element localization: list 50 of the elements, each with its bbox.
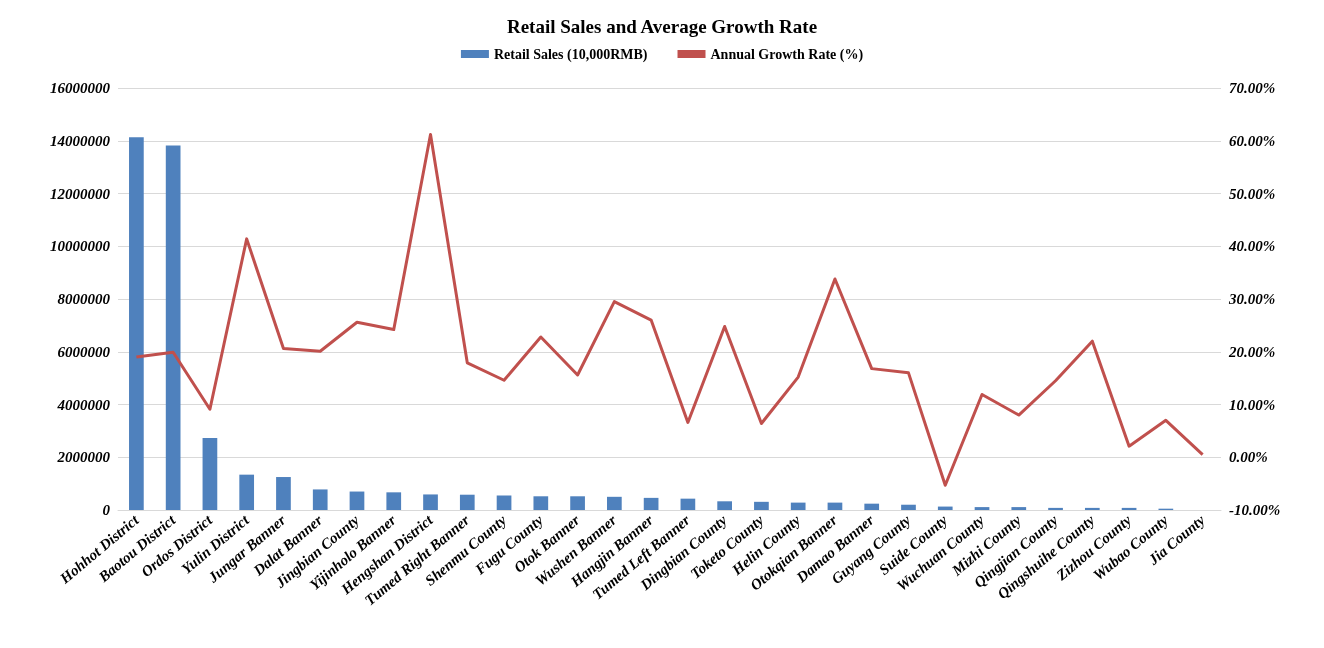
y-tick-label: 0 (102, 502, 111, 518)
y-tick-label: 4000000 (56, 396, 111, 413)
bar (827, 502, 843, 510)
bar (202, 438, 218, 510)
bar (790, 502, 806, 510)
bar (276, 477, 291, 510)
legend-label: Retail Sales (10,000RMB) (493, 46, 648, 63)
bar (459, 494, 475, 510)
y2-tick-label: 20.00% (1228, 343, 1276, 360)
bar (680, 498, 696, 510)
y2-tick-label: 50.00% (1229, 185, 1276, 202)
y2-tick-label: -10.00% (1229, 502, 1281, 518)
y2-tick-label: 30.00% (1228, 291, 1276, 307)
bar (423, 494, 438, 510)
bar (496, 495, 512, 510)
bar (643, 497, 659, 510)
bar (754, 501, 769, 510)
y2-tick-label: 70.00% (1229, 80, 1276, 96)
bar (570, 496, 585, 510)
bar (1011, 507, 1027, 510)
bar (864, 503, 880, 510)
y-tick-label: 8000000 (57, 291, 111, 307)
y-tick-label: 2000000 (56, 449, 111, 466)
y2-tick-label: 0.00% (1229, 449, 1268, 466)
bar (607, 496, 622, 510)
line-series (134, 132, 1205, 487)
bar (533, 496, 549, 510)
bar (1084, 507, 1100, 510)
chart-title: Retail Sales and Average Growth Rate (506, 16, 818, 37)
bar (901, 504, 916, 510)
y-tick-label: 14000000 (50, 132, 111, 149)
y-tick-label: 6000000 (57, 343, 111, 360)
y2-tick-label: 40.00% (1228, 238, 1276, 255)
bar (386, 492, 402, 510)
y2-tick-label: 60.00% (1229, 132, 1276, 149)
bar (1048, 507, 1063, 510)
bar (974, 507, 990, 510)
bar (239, 474, 255, 510)
bar (312, 489, 328, 510)
bar (937, 506, 953, 510)
bar (717, 501, 732, 510)
bar (349, 491, 365, 510)
y-tick-label: 10000000 (50, 238, 111, 255)
y2-tick-label: 10.00% (1229, 396, 1276, 413)
y-tick-label: 16000000 (50, 80, 111, 96)
bar (129, 137, 144, 510)
y-tick-label: 12000000 (50, 185, 111, 202)
bar (1121, 507, 1137, 510)
bar (165, 145, 181, 510)
legend-label: Annual Growth Rate (%) (710, 46, 864, 63)
